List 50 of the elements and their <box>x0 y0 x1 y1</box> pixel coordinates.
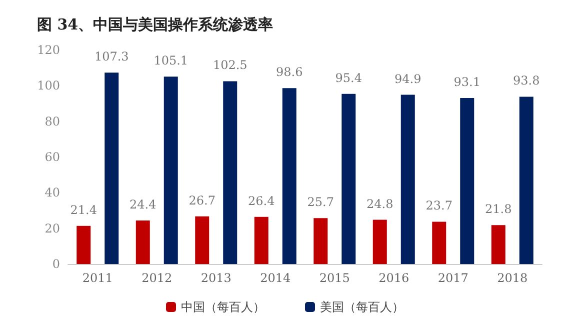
x-tick-label: 2015 <box>319 271 350 285</box>
data-label: 107.3 <box>94 50 129 64</box>
y-tick-label: 80 <box>44 114 60 128</box>
bar <box>491 225 506 264</box>
data-label: 24.4 <box>130 197 157 212</box>
data-label: 24.8 <box>366 196 394 211</box>
bar <box>460 98 474 264</box>
data-label: 105.1 <box>154 54 188 68</box>
y-tick-label: 60 <box>44 150 60 164</box>
bar <box>254 216 268 264</box>
bar <box>282 88 296 264</box>
data-label: 25.7 <box>307 195 334 210</box>
data-label: 98.6 <box>276 65 303 80</box>
bar <box>223 81 238 264</box>
bar <box>400 94 415 264</box>
data-label: 94.9 <box>394 72 422 86</box>
data-label: 21.8 <box>485 202 512 216</box>
legend-label: 中国（每百人） <box>181 300 265 314</box>
bar <box>76 226 91 264</box>
x-tick-label: 2012 <box>142 271 172 285</box>
data-label: 95.4 <box>335 70 362 85</box>
data-label: 26.4 <box>248 194 276 208</box>
bar <box>519 96 534 264</box>
data-label: 21.4 <box>70 202 98 217</box>
data-label: 93.8 <box>513 74 540 88</box>
bar <box>314 218 328 264</box>
x-tick-label: 2018 <box>497 271 528 285</box>
x-tick-label: 2013 <box>200 271 232 285</box>
data-label: 26.7 <box>188 193 216 208</box>
y-tick-label: 20 <box>44 221 60 236</box>
bar <box>104 72 119 264</box>
x-tick-label: 2016 <box>378 271 410 285</box>
y-tick-label: 40 <box>44 186 60 200</box>
y-tick-label: 120 <box>37 43 60 57</box>
x-tick-label: 2011 <box>82 271 113 285</box>
x-tick-label: 2014 <box>260 271 292 285</box>
chart-title: 图 34、中国与美国操作系统渗透率 <box>37 16 274 34</box>
bar <box>136 220 150 264</box>
bar <box>432 222 446 264</box>
data-label: 93.1 <box>454 74 480 89</box>
bar <box>195 216 210 264</box>
data-label: 102.5 <box>212 58 248 72</box>
bar <box>164 76 178 264</box>
data-label: 23.7 <box>426 198 452 213</box>
y-tick-label: 100 <box>37 78 60 93</box>
bar <box>342 94 356 264</box>
bar <box>372 220 387 264</box>
y-tick-label: 0 <box>52 257 60 271</box>
legend-label: 美国（每百人） <box>320 300 404 314</box>
x-tick-label: 2017 <box>438 271 468 285</box>
